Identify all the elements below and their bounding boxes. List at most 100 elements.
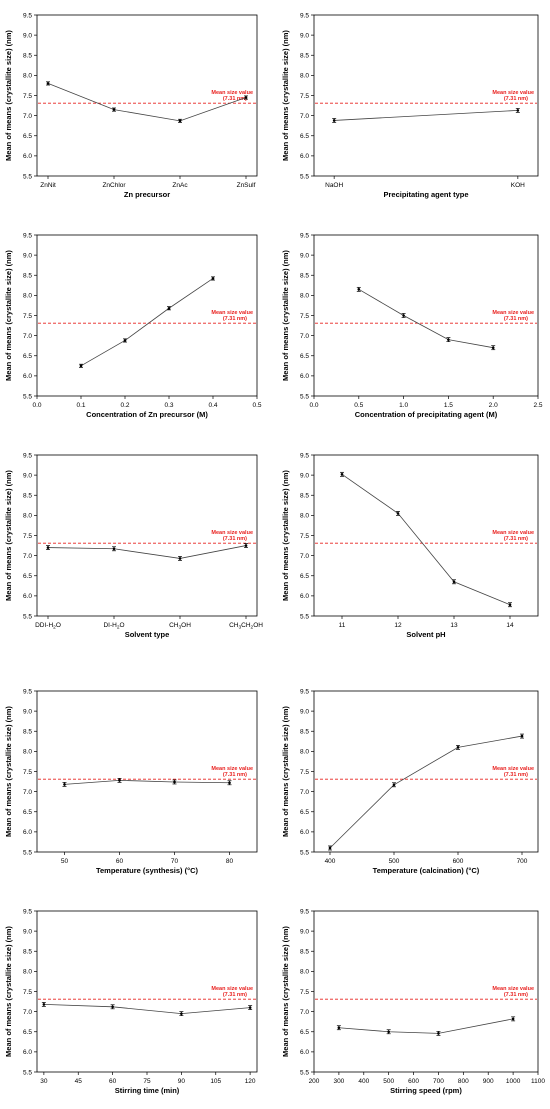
y-tick-label: 8.0: [23, 513, 32, 520]
x-tick-label: DI-H2O: [103, 622, 124, 631]
data-point: [244, 96, 248, 99]
x-tick-label: CH3CH2OH: [229, 622, 263, 631]
y-tick-label: 7.0: [300, 553, 309, 560]
x-axis-title: Concentration of Zn precursor (M): [86, 410, 208, 419]
x-tick-label: ZnSulf: [237, 182, 256, 189]
x-tick-label: 0.2: [120, 402, 129, 409]
x-tick-label: 120: [245, 1078, 256, 1085]
x-tick-label: 0.0: [32, 402, 41, 409]
y-tick-label: 5.5: [300, 173, 309, 180]
y-axis-title: Mean of means (crystallite size) (nm): [281, 30, 290, 161]
y-axis-title: Mean of means (crystallite size) (nm): [4, 250, 13, 381]
chart-panel-3: 5.5 6.0 6.5 7.0 7.5 8.0 8.5 9.0 9.5 0.0 0.1 0.2 0.3 0…: [4, 232, 262, 419]
x-tick-label: 1100: [531, 1078, 545, 1085]
y-tick-label: 6.5: [23, 1029, 32, 1036]
data-point: [111, 1005, 114, 1009]
data-point: [491, 346, 495, 350]
mean-size-value: (7.31 nm): [504, 316, 528, 322]
y-tick-label: 6.0: [23, 593, 32, 600]
data-point: [402, 314, 405, 317]
y-axis-title: Mean of means (crystallite size) (nm): [281, 470, 290, 601]
y-tick-label: 5.5: [300, 393, 309, 400]
data-point: [178, 557, 182, 560]
data-point: [63, 783, 66, 786]
y-tick-label: 6.0: [300, 593, 309, 600]
y-tick-label: 8.0: [23, 749, 32, 756]
series-line: [329, 735, 523, 849]
y-tick-label: 7.5: [300, 533, 309, 540]
data-point: [244, 544, 248, 547]
x-tick-label: 30: [40, 1078, 48, 1085]
data-point: [392, 783, 396, 787]
y-tick-label: 6.5: [300, 133, 309, 140]
y-tick-label: 8.5: [23, 729, 32, 736]
x-tick-label: CH3OH: [169, 622, 191, 631]
y-tick-label: 6.5: [23, 573, 32, 580]
data-point: [112, 108, 116, 111]
y-tick-label: 7.5: [23, 313, 32, 320]
mean-size-value: (7.31 nm): [504, 96, 528, 102]
x-tick-label: 0.3: [164, 402, 173, 409]
data-point: [123, 339, 127, 342]
data-point: [178, 119, 182, 123]
y-tick-label: 9.0: [23, 708, 32, 715]
x-tick-label: 0.4: [208, 402, 217, 409]
y-tick-label: 9.5: [23, 452, 32, 459]
y-tick-label: 7.0: [23, 113, 32, 120]
x-tick-label: 11: [339, 622, 346, 629]
x-tick-label: 600: [453, 858, 464, 865]
x-tick-label: ZnNit: [40, 182, 56, 189]
x-tick-label: NaOH: [325, 182, 343, 189]
x-tick-label: 90: [178, 1078, 186, 1085]
y-tick-label: 6.0: [23, 829, 32, 836]
x-tick-label: 50: [61, 858, 69, 865]
series-line: [47, 545, 247, 559]
y-tick-label: 5.5: [23, 613, 32, 620]
x-tick-label: 13: [450, 622, 458, 629]
x-tick-label: ZnAc: [172, 182, 188, 189]
x-tick-label: 12: [394, 622, 402, 629]
mean-size-value: (7.31 nm): [223, 536, 247, 542]
x-tick-label: 400: [325, 858, 336, 865]
y-tick-label: 6.5: [300, 353, 309, 360]
y-tick-label: 7.0: [23, 553, 32, 560]
x-axis-title: Solvent pH: [406, 630, 445, 639]
chart-panel-8: 5.5 6.0 6.5 7.0 7.5 8.0 8.5 9.0 9.5 400 500 600 700 T…: [281, 688, 539, 875]
y-tick-label: 9.0: [300, 928, 309, 935]
x-tick-label: 45: [75, 1078, 83, 1085]
y-tick-label: 7.0: [23, 333, 32, 340]
mean-size-label: Mean size value: [492, 310, 534, 316]
x-tick-label: 75: [143, 1078, 151, 1085]
chart-panel-7: 5.5 6.0 6.5 7.0 7.5 8.0 8.5 9.0 9.5 50 60 70 80 Tempe…: [4, 688, 258, 875]
data-point: [396, 512, 400, 515]
data-point: [328, 846, 332, 850]
data-point: [173, 780, 176, 784]
y-tick-label: 6.5: [300, 1029, 309, 1036]
series-line: [334, 109, 518, 121]
y-tick-label: 8.0: [300, 749, 309, 756]
chart-panel-4: 5.5 6.0 6.5 7.0 7.5 8.0 8.5 9.0 9.5 0.0 0.5 1.0 1.5 2…: [281, 232, 543, 419]
data-point: [112, 547, 116, 551]
mean-size-label: Mean size value: [211, 90, 253, 96]
y-tick-label: 9.5: [300, 232, 309, 239]
data-point: [447, 338, 450, 341]
y-tick-label: 7.5: [23, 769, 32, 776]
data-point: [46, 82, 50, 85]
chart-panel-9: 5.5 6.0 6.5 7.0 7.5 8.0 8.5 9.0 9.5 30 45 60 75 90 105…: [4, 908, 258, 1095]
y-tick-label: 7.5: [300, 313, 309, 320]
y-tick-label: 9.0: [23, 32, 32, 39]
y-tick-label: 6.5: [23, 809, 32, 816]
y-tick-label: 9.5: [23, 232, 32, 239]
x-tick-label: 500: [383, 1078, 394, 1085]
y-axis-title: Mean of means (crystallite size) (nm): [281, 706, 290, 837]
y-tick-label: 8.5: [23, 493, 32, 500]
y-tick-label: 9.0: [23, 252, 32, 259]
y-tick-label: 7.5: [23, 533, 32, 540]
y-tick-label: 6.0: [23, 153, 32, 160]
x-tick-label: 200: [309, 1078, 320, 1085]
y-tick-label: 9.5: [300, 908, 309, 915]
series-line: [64, 779, 230, 785]
mean-size-label: Mean size value: [492, 530, 534, 536]
mean-size-label: Mean size value: [211, 986, 253, 992]
